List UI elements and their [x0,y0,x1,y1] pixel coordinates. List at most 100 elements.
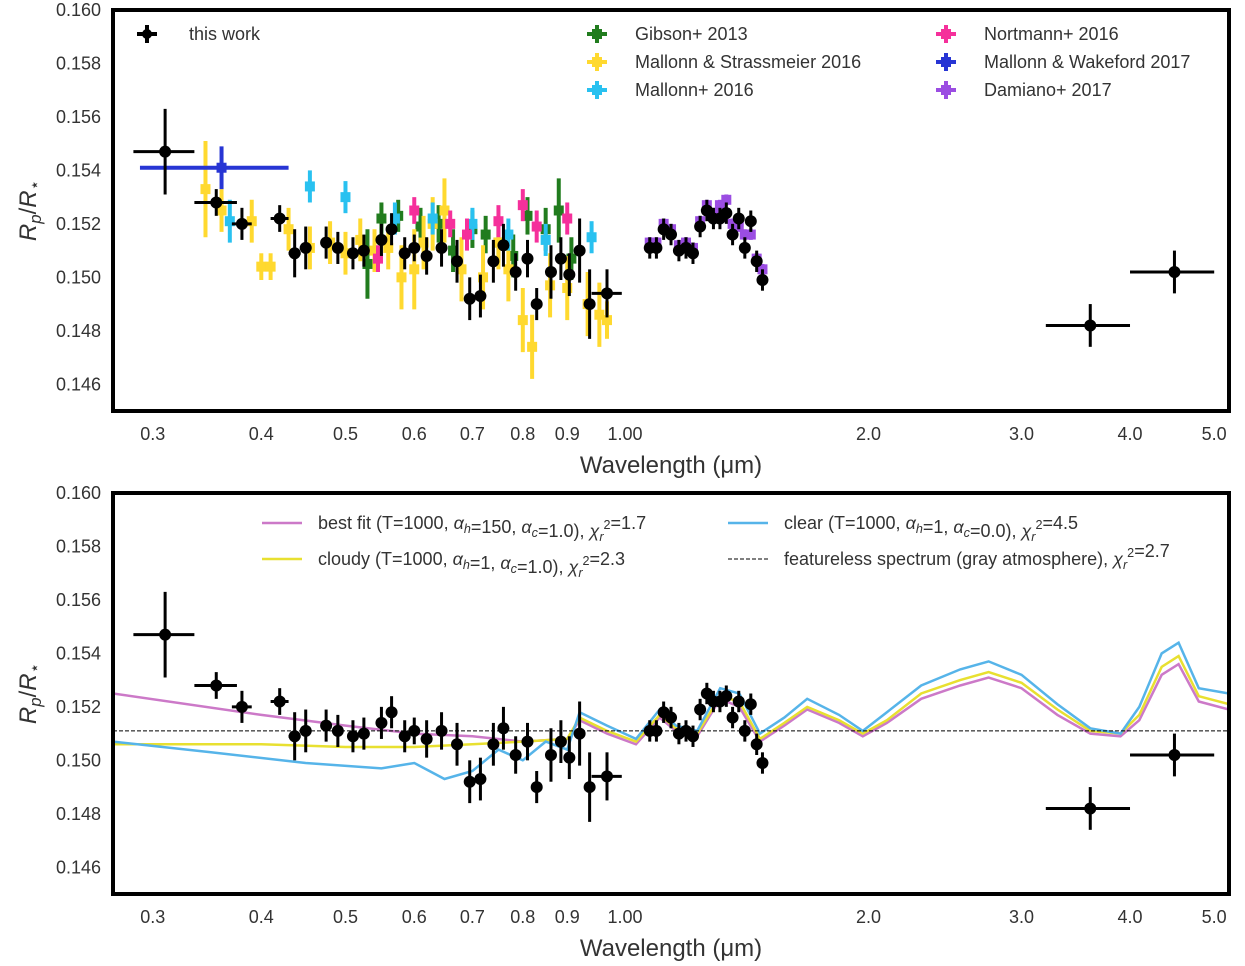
x-tick-label: 0.7 [460,907,485,927]
data-point [720,207,733,220]
data-point [448,245,459,256]
data-point [372,253,383,264]
plot-area [113,591,1229,830]
data-point [527,341,538,352]
x-axis-label: Wavelength (μm) [580,452,762,479]
data-point [544,748,557,761]
data-point [665,228,678,241]
data-point [497,722,510,735]
legend-label: featureless spectrum (gray atmosphere), … [784,541,1170,572]
data-point [340,248,351,259]
data-point [433,218,444,229]
data-point [283,224,294,235]
legend-marker [941,29,951,39]
data-point [503,229,514,240]
x-tick-label: 0.9 [555,907,580,927]
data-point [273,695,286,708]
y-tick-label: 0.154 [56,643,101,663]
data-point [288,247,301,260]
data-point [398,247,411,260]
data-point [586,232,597,243]
x-axis-label: Wavelength (μm) [580,935,762,962]
data-point [216,162,227,173]
data-point [530,781,543,794]
data-point [594,309,605,320]
plot-area [133,108,1215,379]
y-tick-label: 0.146 [56,374,101,394]
data-point [451,255,464,268]
data-point [445,218,456,229]
data-point [553,205,564,216]
legend-marker [592,85,602,95]
data-point [530,298,543,311]
data-point [650,241,663,254]
y-tick-label: 0.150 [56,750,101,770]
data-point [304,181,315,192]
data-point [738,241,751,254]
legend-marker [592,29,602,39]
data-point [435,724,448,737]
data-point [732,212,745,225]
x-tick-label: 3.0 [1009,424,1034,444]
data-point [216,205,227,216]
y-tick-label: 0.160 [56,0,101,20]
data-point [686,247,699,260]
legend-label: this work [189,24,261,44]
data-point [340,192,351,203]
legend: this work Gibson+ 2013 Mallonn & Strassmei… [137,24,1190,100]
data-point [554,252,567,265]
y-tick-label: 0.156 [56,107,101,127]
legend-label: cloudy (T=1000, αh=1, αc=1.0), χr2=2.3 [318,549,625,580]
panel-top: 0.3 0.4 0.5 0.6 0.7 0.8 0.9 1.00 2.0 3.0 4.0 5.0 0.1… [15,0,1231,479]
data-point [700,687,713,700]
data-point [562,213,573,224]
data-point [756,274,769,287]
data-point [435,241,448,254]
data-point [200,184,211,195]
legend-label: Nortmann+ 2016 [984,24,1119,44]
x-tick-label: 0.5 [333,424,358,444]
legend-label: clear (T=1000, αh=1, αc=0.0), χr2=4.5 [784,513,1078,544]
data-point [563,751,576,764]
x-tick-label: 0.6 [402,907,427,927]
data-point [531,221,542,232]
data-point [235,217,248,230]
data-point [408,724,421,737]
data-point [665,711,678,724]
data-point [1168,265,1181,278]
data-point [474,773,487,786]
x-tick-label: 0.3 [140,907,165,927]
data-point [420,732,433,745]
legend-marker [142,29,152,39]
data-point [1084,319,1097,332]
data-point [235,700,248,713]
data-point [694,220,707,233]
axes-frame [111,8,1231,413]
data-point [346,730,359,743]
data-point [738,724,751,737]
data-point [376,213,387,224]
data-point [493,216,504,227]
data-point [265,261,276,272]
data-point [210,679,223,692]
data-point [1084,802,1097,815]
legend-marker [941,85,951,95]
legend-label: Mallonn+ 2016 [635,80,754,100]
legend-marker [592,57,602,67]
data-point [246,216,257,227]
data-point [409,264,420,275]
data-point [418,237,429,248]
y-axis-label: Rp/R⋆ [15,180,45,241]
data-point [487,738,500,751]
data-point [521,252,534,265]
data-point [497,239,510,252]
data-point [461,229,472,240]
legend-label: Mallonn & Strassmeier 2016 [635,52,861,72]
x-tick-label: 0.4 [249,424,274,444]
x-tick-label: 0.4 [249,907,274,927]
data-point [517,200,528,211]
data-point [474,290,487,303]
series-group [224,170,597,256]
legend-label: Gibson+ 2013 [635,24,748,44]
